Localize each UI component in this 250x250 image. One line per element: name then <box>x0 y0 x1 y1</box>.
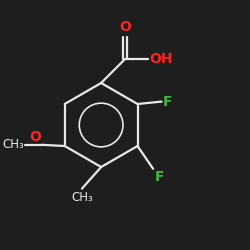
Text: F: F <box>163 94 172 108</box>
Text: CH₃: CH₃ <box>71 191 93 204</box>
Text: O: O <box>119 20 131 34</box>
Text: O: O <box>29 130 41 143</box>
Text: F: F <box>154 170 164 184</box>
Text: CH₃: CH₃ <box>2 138 24 151</box>
Text: OH: OH <box>149 52 173 66</box>
